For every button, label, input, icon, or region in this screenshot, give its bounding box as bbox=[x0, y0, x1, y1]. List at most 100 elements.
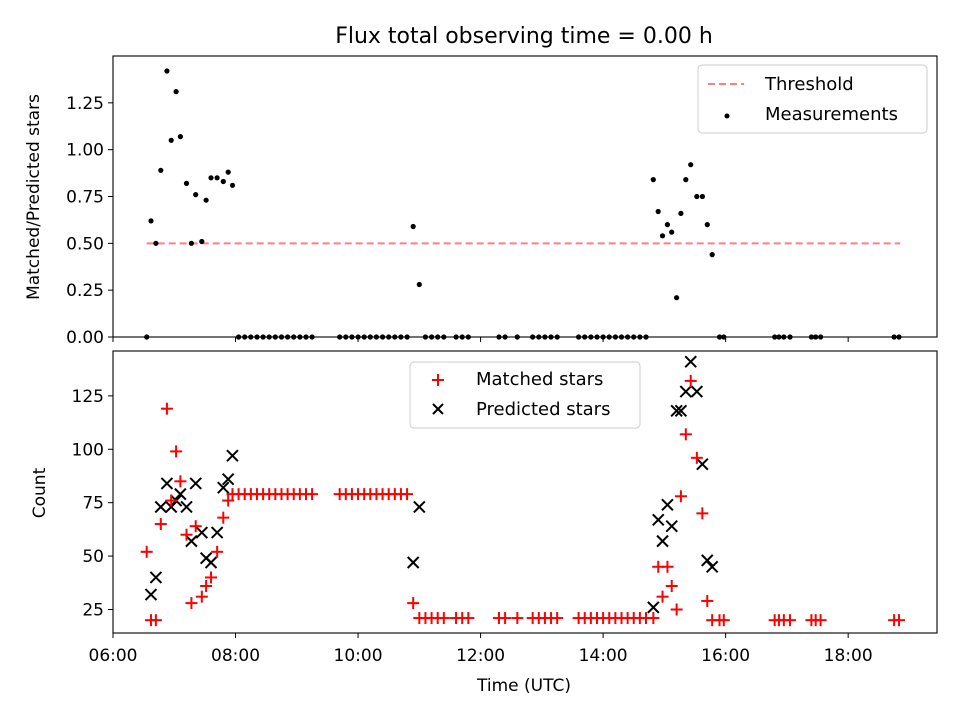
predicted-point bbox=[210, 526, 224, 539]
count-xtick-label: 12:00 bbox=[456, 646, 505, 666]
matched-point bbox=[154, 518, 167, 531]
measurement-point bbox=[655, 208, 661, 215]
predicted-point bbox=[696, 458, 709, 471]
matched-point bbox=[684, 374, 697, 387]
ratio-ytick-label: 1.25 bbox=[66, 94, 104, 114]
matched-point bbox=[200, 580, 213, 592]
measurement-point bbox=[669, 229, 675, 235]
predicted-point bbox=[226, 449, 239, 462]
predicted-point bbox=[149, 571, 163, 584]
count-x-axis-label: Time (UTC) bbox=[476, 676, 571, 696]
ratio-y-axis-label: Matched/Predicted stars bbox=[24, 94, 44, 300]
matched-point bbox=[149, 614, 162, 627]
matched-point bbox=[174, 475, 187, 488]
matched-point bbox=[499, 612, 512, 625]
measurement-point bbox=[208, 175, 214, 181]
measurement-point bbox=[664, 222, 671, 228]
matched-point bbox=[180, 528, 193, 541]
count-xtick-label: 16:00 bbox=[701, 646, 750, 666]
measurement-point bbox=[683, 177, 689, 183]
ratio-axes-frame bbox=[112, 55, 938, 338]
matched-point bbox=[185, 597, 198, 610]
count-ytick-label: 125 bbox=[72, 387, 104, 407]
legend-measurements-swatch bbox=[724, 113, 730, 119]
predicted-point bbox=[661, 498, 674, 512]
predicted-point bbox=[656, 534, 669, 548]
predicted-point bbox=[701, 554, 714, 567]
matched-point bbox=[407, 597, 420, 610]
matched-point bbox=[222, 494, 235, 507]
measurement-point bbox=[220, 178, 226, 185]
count-xtick-label: 08:00 bbox=[211, 646, 260, 666]
matched-point bbox=[647, 612, 660, 625]
measurement-point bbox=[674, 295, 680, 301]
matched-point bbox=[170, 445, 183, 458]
ratio-ytick-label: 0.00 bbox=[66, 328, 104, 348]
count-panel: 25 50 75 100 125 06:00 08:00 10:00 12:00 14:00 16… bbox=[30, 350, 938, 696]
predicted-point bbox=[674, 404, 688, 418]
matched-point bbox=[893, 614, 906, 627]
measurement-point bbox=[225, 169, 231, 175]
predicted-point bbox=[665, 519, 678, 533]
matched-point bbox=[717, 614, 730, 627]
matched-point bbox=[306, 488, 319, 501]
legend-matched-swatch bbox=[432, 374, 444, 386]
measurement-point bbox=[410, 223, 416, 230]
count-xtick-label: 06:00 bbox=[89, 646, 138, 666]
predicted-point bbox=[221, 472, 235, 486]
count-ytick-label: 25 bbox=[82, 601, 104, 621]
matched-point bbox=[217, 511, 230, 524]
matched-point bbox=[205, 571, 218, 584]
predicted-point bbox=[406, 556, 420, 569]
measurement-point bbox=[709, 252, 715, 258]
matched-point bbox=[679, 428, 692, 441]
measurement-point bbox=[694, 193, 700, 200]
measurement-point bbox=[688, 162, 694, 168]
matched-point bbox=[701, 594, 714, 607]
measurement-point bbox=[678, 210, 684, 216]
count-xtick-label: 10:00 bbox=[334, 646, 383, 666]
matched-point bbox=[690, 451, 703, 464]
count-ytick-label: 50 bbox=[82, 547, 104, 567]
ratio-ytick-label: 0.50 bbox=[66, 234, 104, 254]
measurement-point bbox=[183, 180, 190, 186]
measurement-point bbox=[164, 68, 170, 74]
legend-predicted-swatch bbox=[432, 403, 444, 415]
measurement-point bbox=[416, 281, 422, 288]
predicted-point bbox=[413, 500, 426, 514]
matched-point bbox=[511, 612, 524, 625]
count-y-axis-label: Count bbox=[30, 467, 50, 518]
predicted-point bbox=[647, 601, 660, 614]
matched-point bbox=[160, 402, 173, 415]
predicted-point bbox=[705, 560, 719, 573]
matched-point bbox=[814, 614, 827, 627]
ratio-ytick-label: 0.75 bbox=[66, 188, 104, 208]
matched-point bbox=[462, 612, 475, 625]
predicted-point bbox=[652, 513, 665, 526]
measurement-point bbox=[214, 175, 220, 181]
matched-point bbox=[140, 545, 153, 558]
legend-threshold-label: Threshold bbox=[764, 74, 854, 95]
measurement-point bbox=[203, 197, 209, 203]
predicted-point bbox=[180, 500, 193, 514]
predicted-point bbox=[144, 588, 158, 601]
chart-title: Flux total observing time = 0.00 h bbox=[335, 24, 713, 49]
count-xtick-label: 18:00 bbox=[824, 646, 873, 666]
matched-point bbox=[165, 494, 178, 507]
measurement-point bbox=[199, 238, 205, 245]
count-ytick-label: 75 bbox=[82, 494, 104, 514]
ratio-ytick-label: 1.00 bbox=[66, 141, 104, 161]
ratio-legend: Threshold Measurements bbox=[697, 64, 928, 134]
ratio-ytick-label: 0.25 bbox=[66, 281, 104, 301]
predicted-point bbox=[690, 385, 704, 398]
matched-point bbox=[656, 590, 669, 603]
measurement-point bbox=[168, 137, 174, 143]
measurement-point bbox=[173, 89, 179, 95]
measurement-point bbox=[158, 167, 164, 173]
predicted-point bbox=[189, 477, 202, 490]
measurement-point bbox=[650, 177, 656, 183]
count-legend: Matched stars Predicted stars bbox=[409, 361, 641, 429]
matched-point bbox=[670, 603, 683, 616]
predicted-point bbox=[185, 534, 198, 548]
